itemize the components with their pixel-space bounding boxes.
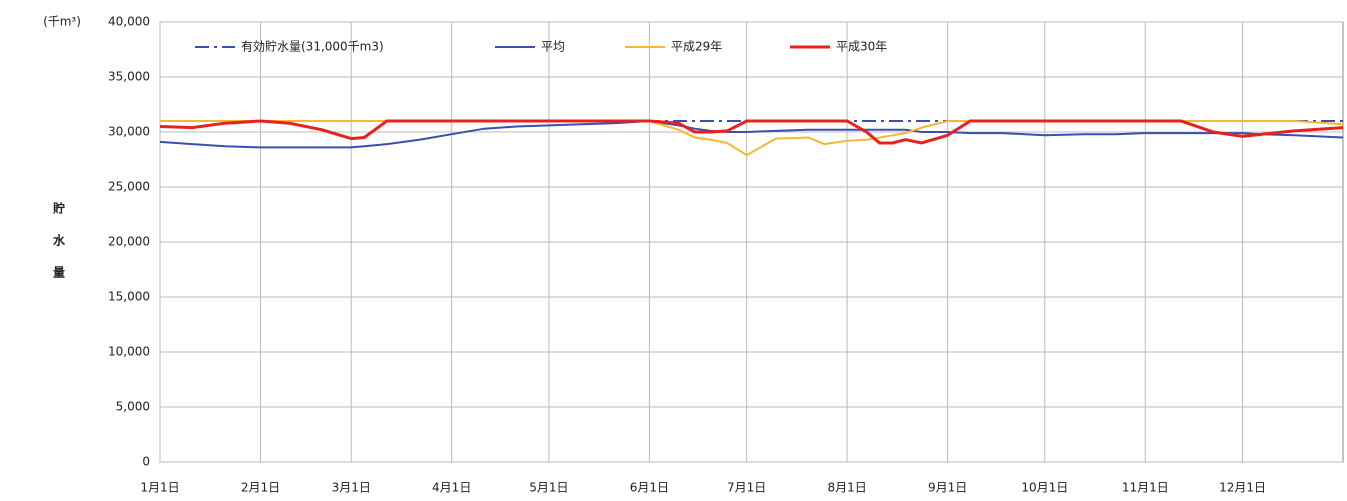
y-tick-label: 10,000 bbox=[108, 345, 150, 359]
y-tick-label: 0 bbox=[142, 455, 150, 469]
x-tick-label: 2月1日 bbox=[241, 481, 280, 495]
y-tick-label: 40,000 bbox=[108, 15, 150, 29]
legend-label: 有効貯水量(31,000千m3) bbox=[241, 39, 384, 54]
x-tick-label: 10月1日 bbox=[1021, 481, 1068, 495]
legend-label: 平均 bbox=[541, 40, 565, 54]
y-axis-label: 貯水量 bbox=[52, 201, 66, 298]
x-tick-label: 12月1日 bbox=[1219, 481, 1266, 495]
series-line bbox=[159, 119, 1344, 145]
x-tick-label: 5月1日 bbox=[529, 481, 568, 495]
x-tick-label: 11月1日 bbox=[1122, 481, 1169, 495]
x-tick-label: 4月1日 bbox=[432, 481, 471, 495]
x-tick-label: 1月1日 bbox=[140, 481, 179, 495]
y-tick-label: 25,000 bbox=[108, 180, 150, 194]
y-tick-label: 20,000 bbox=[108, 235, 150, 249]
x-tick-label: 6月1日 bbox=[630, 481, 669, 495]
legend-label: 平成29年 bbox=[671, 40, 722, 54]
y-tick-label: 15,000 bbox=[108, 290, 150, 304]
series-line bbox=[159, 119, 1344, 149]
x-tick-label: 9月1日 bbox=[928, 481, 967, 495]
legend-label: 平成30年 bbox=[836, 40, 887, 54]
y-tick-label: 5,000 bbox=[116, 400, 150, 414]
x-tick-label: 7月1日 bbox=[727, 481, 766, 495]
x-tick-label: 8月1日 bbox=[827, 481, 866, 495]
y-unit: (千m³) bbox=[43, 15, 81, 29]
x-tick-label: 3月1日 bbox=[332, 481, 371, 495]
y-tick-label: 30,000 bbox=[108, 125, 150, 139]
y-tick-label: 35,000 bbox=[108, 70, 150, 84]
